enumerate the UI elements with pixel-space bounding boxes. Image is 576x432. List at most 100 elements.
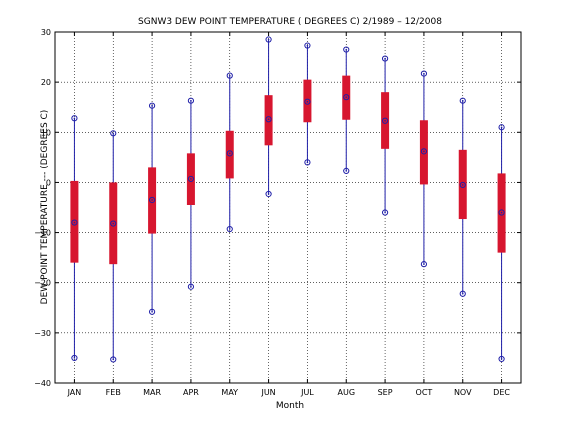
y-tick-label: 0 (46, 178, 51, 187)
x-tick-label: MAR (143, 388, 161, 397)
y-tick-label: −30 (34, 329, 51, 338)
max-marker (265, 36, 272, 43)
y-tick-label: −40 (34, 379, 51, 388)
min-marker-dot (384, 211, 386, 214)
y-axis-label: DEW POINT TEMPERATURE --- (DEGREES C) (40, 110, 50, 305)
max-marker (381, 55, 389, 62)
max-marker (71, 115, 78, 122)
median-marker-dot (267, 118, 270, 121)
min-marker-dot (228, 228, 231, 230)
min-marker-dot (112, 358, 115, 361)
max-marker-dot (306, 44, 309, 47)
median-marker (265, 116, 272, 123)
min-marker (304, 159, 311, 166)
max-marker-dot (267, 38, 270, 41)
data-layer (70, 36, 506, 363)
y-tick-label: 30 (41, 28, 51, 37)
min-marker (420, 261, 428, 268)
x-tick-label: FEB (106, 388, 121, 397)
max-marker (148, 102, 156, 109)
plot-frame (54, 31, 522, 384)
max-marker (459, 97, 466, 104)
median-marker (420, 148, 428, 155)
y-tick-label: −20 (34, 279, 51, 288)
median-marker-dot (228, 152, 231, 155)
x-tick-label: JAN (67, 388, 82, 397)
median-marker (148, 196, 156, 204)
min-marker (148, 308, 156, 315)
min-marker (381, 209, 389, 216)
median-marker-dot (461, 184, 464, 186)
max-marker (110, 130, 117, 137)
median-marker-dot (423, 150, 425, 153)
y-tick-label: 20 (41, 78, 51, 87)
x-tick-label: NOV (454, 388, 472, 397)
y-ticks: 30 20 10 0 −10 −20 −30 −40 (34, 28, 521, 388)
max-marker-dot (345, 48, 348, 51)
min-marker (498, 355, 505, 363)
median-marker (226, 150, 233, 157)
median-marker (381, 117, 389, 124)
max-marker-dot (73, 117, 76, 120)
min-marker-dot (73, 357, 76, 359)
x-tick-label: DEC (493, 388, 510, 397)
min-marker (343, 167, 350, 174)
chart-title: SGNW3 DEW POINT TEMPERATURE ( DEGREES C)… (138, 17, 442, 27)
max-marker (226, 72, 233, 79)
median-marker-dot (500, 211, 503, 214)
median-marker (343, 94, 350, 101)
min-marker (187, 283, 195, 290)
median-marker-dot (151, 199, 153, 201)
min-marker (110, 356, 117, 363)
x-tick-label: OCT (416, 388, 433, 397)
max-marker-dot (190, 99, 192, 102)
median-marker (71, 219, 78, 226)
min-marker (265, 190, 272, 198)
min-marker (226, 225, 233, 233)
min-marker (459, 290, 466, 297)
median-marker-dot (306, 100, 309, 103)
max-marker-dot (151, 104, 153, 107)
max-marker-dot (461, 99, 464, 102)
median-marker (459, 181, 466, 189)
y-tick-label: 10 (41, 128, 51, 137)
x-ticks: JAN FEB MAR APR MAY JUN JUL AUG SEP OCT NOV DEC (67, 32, 510, 397)
median-marker-dot (190, 178, 192, 180)
max-marker-dot (228, 74, 231, 77)
median-marker (304, 98, 311, 105)
max-marker-dot (423, 72, 425, 75)
min-marker-dot (151, 310, 153, 313)
x-tick-label: APR (183, 388, 199, 397)
max-marker (420, 70, 428, 77)
max-marker (304, 42, 311, 49)
max-marker (187, 97, 195, 104)
x-tick-label: SEP (378, 388, 393, 397)
min-marker-dot (345, 170, 348, 172)
max-marker-dot (500, 126, 503, 129)
x-axis-label: Month (276, 401, 304, 411)
y-tick-label: −10 (34, 229, 51, 238)
min-marker (71, 354, 78, 362)
min-marker-dot (461, 292, 464, 295)
median-marker (498, 209, 505, 216)
max-marker-dot (112, 132, 115, 135)
median-marker-dot (73, 221, 76, 224)
iqr-box (419, 120, 428, 185)
x-tick-label: JUN (260, 388, 275, 397)
median-marker (110, 220, 117, 227)
max-marker (343, 46, 350, 53)
min-marker-dot (306, 161, 309, 164)
iqr-box (225, 130, 234, 179)
min-marker-dot (500, 358, 503, 360)
median-marker (187, 175, 195, 183)
max-marker-dot (384, 57, 386, 60)
iqr-box (264, 95, 273, 146)
x-tick-label: MAY (221, 388, 238, 397)
median-marker-dot (112, 222, 115, 225)
min-marker-dot (423, 263, 425, 265)
median-marker-dot (345, 96, 348, 98)
median-marker-dot (384, 119, 386, 122)
x-tick-label: AUG (337, 388, 355, 397)
